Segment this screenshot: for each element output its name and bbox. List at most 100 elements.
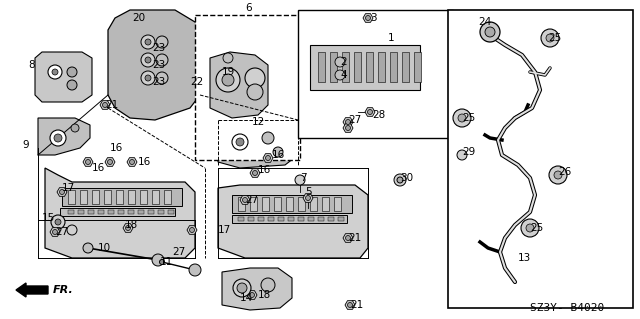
Circle shape (367, 109, 372, 115)
Text: 22: 22 (190, 77, 204, 87)
Text: 27: 27 (172, 247, 185, 257)
Circle shape (216, 68, 240, 92)
Text: 24: 24 (478, 17, 492, 27)
Polygon shape (35, 52, 92, 102)
Circle shape (60, 189, 65, 195)
Circle shape (243, 197, 248, 203)
Circle shape (346, 125, 351, 130)
Circle shape (261, 278, 275, 292)
Bar (238, 197, 245, 211)
Bar (402, 52, 409, 82)
Circle shape (521, 219, 539, 237)
Text: 12: 12 (252, 117, 265, 127)
Bar (98, 210, 104, 214)
Polygon shape (303, 194, 313, 202)
Circle shape (102, 102, 108, 108)
Circle shape (348, 302, 353, 308)
Circle shape (335, 57, 345, 67)
Text: 9: 9 (22, 140, 29, 150)
Circle shape (189, 227, 195, 233)
Bar (274, 197, 281, 211)
Text: 27: 27 (245, 195, 259, 205)
Bar (88, 210, 94, 214)
Text: 28: 28 (372, 110, 385, 120)
Circle shape (145, 39, 151, 45)
Circle shape (305, 196, 310, 201)
Bar (390, 52, 397, 82)
Text: 25: 25 (530, 223, 543, 233)
Bar (128, 190, 135, 204)
Bar (138, 210, 144, 214)
Circle shape (245, 68, 265, 88)
Polygon shape (50, 228, 60, 236)
Bar (448, 10, 633, 308)
Text: 10: 10 (98, 243, 111, 253)
Bar (118, 210, 124, 214)
Circle shape (453, 109, 471, 127)
Polygon shape (38, 118, 90, 155)
Text: 11: 11 (160, 257, 173, 267)
Bar (158, 210, 164, 214)
Polygon shape (343, 124, 353, 132)
Bar (310, 197, 317, 211)
Bar (414, 52, 421, 82)
Bar (168, 210, 174, 214)
Circle shape (156, 54, 168, 66)
Polygon shape (100, 101, 110, 109)
Circle shape (145, 57, 151, 63)
Bar (116, 190, 123, 204)
Circle shape (346, 235, 351, 241)
Text: 16: 16 (258, 165, 271, 175)
Text: 29: 29 (462, 147, 476, 157)
Polygon shape (240, 196, 250, 204)
Text: 16: 16 (272, 150, 285, 160)
Text: 27: 27 (55, 227, 68, 237)
Circle shape (141, 53, 155, 67)
Circle shape (394, 174, 406, 186)
Circle shape (485, 27, 495, 37)
Bar (338, 217, 344, 221)
Text: 3: 3 (370, 13, 376, 23)
Text: 4: 4 (340, 70, 347, 80)
Polygon shape (210, 52, 268, 118)
Circle shape (125, 226, 131, 231)
Bar (92, 190, 99, 204)
Text: 17: 17 (62, 183, 76, 193)
Text: 5: 5 (305, 187, 312, 197)
Bar (104, 190, 111, 204)
Circle shape (189, 264, 201, 276)
Circle shape (236, 138, 244, 146)
Bar (140, 190, 147, 204)
Circle shape (262, 132, 274, 144)
Text: 1: 1 (388, 33, 395, 43)
Bar (268, 217, 274, 221)
Bar (278, 217, 284, 221)
Polygon shape (108, 10, 200, 120)
Circle shape (152, 254, 164, 266)
Polygon shape (187, 226, 197, 234)
Text: 16: 16 (110, 143, 124, 153)
Text: 23: 23 (152, 43, 165, 53)
Circle shape (156, 72, 168, 84)
Polygon shape (250, 169, 260, 177)
Circle shape (71, 124, 79, 132)
Circle shape (232, 134, 248, 150)
Bar (68, 210, 74, 214)
Polygon shape (127, 158, 137, 166)
Polygon shape (363, 14, 373, 22)
Text: 18: 18 (125, 220, 138, 230)
Circle shape (253, 170, 257, 175)
Circle shape (480, 22, 500, 42)
Circle shape (222, 74, 234, 86)
Text: 25: 25 (462, 113, 476, 123)
Circle shape (51, 215, 65, 229)
Bar (62, 188, 182, 206)
Text: 20: 20 (132, 13, 145, 23)
Polygon shape (345, 301, 355, 309)
Circle shape (50, 130, 66, 146)
Text: 16: 16 (138, 157, 151, 167)
Circle shape (295, 175, 305, 185)
Circle shape (458, 114, 466, 122)
Text: 15: 15 (42, 213, 55, 223)
Bar (108, 210, 114, 214)
